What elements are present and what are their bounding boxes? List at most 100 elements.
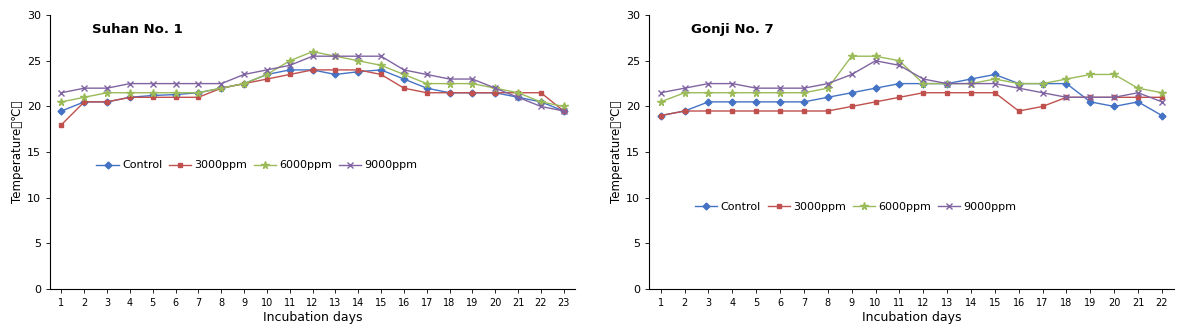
Y-axis label: Temperature（℃）: Temperature（℃） <box>11 101 24 203</box>
Control <box>988 72 1003 76</box>
6000ppm <box>351 59 365 63</box>
6000ppm <box>1059 77 1074 81</box>
Control <box>869 86 883 90</box>
Control <box>191 91 205 95</box>
Control <box>306 68 320 72</box>
Control <box>796 100 811 104</box>
9000ppm <box>306 54 320 58</box>
9000ppm <box>419 72 434 76</box>
3000ppm <box>306 68 320 72</box>
6000ppm <box>511 91 525 95</box>
6000ppm <box>374 63 389 67</box>
9000ppm <box>963 82 978 86</box>
6000ppm <box>146 91 160 95</box>
3000ppm <box>146 95 160 99</box>
3000ppm <box>1107 95 1121 99</box>
Text: Gonji No. 7: Gonji No. 7 <box>691 23 774 36</box>
9000ppm <box>1059 95 1074 99</box>
9000ppm <box>123 82 137 86</box>
6000ppm <box>442 82 456 86</box>
9000ppm <box>533 105 547 109</box>
6000ppm <box>821 86 835 90</box>
Control <box>168 92 182 96</box>
3000ppm <box>168 95 182 99</box>
Control <box>419 86 434 90</box>
Control <box>940 82 954 86</box>
Control <box>1036 82 1050 86</box>
3000ppm <box>725 109 739 113</box>
6000ppm <box>488 86 502 90</box>
6000ppm <box>869 54 883 58</box>
3000ppm <box>466 91 480 95</box>
9000ppm <box>100 86 114 90</box>
6000ppm <box>678 91 692 95</box>
Control <box>1155 114 1170 118</box>
3000ppm <box>654 114 668 118</box>
6000ppm <box>749 91 763 95</box>
Line: 3000ppm: 3000ppm <box>59 67 566 127</box>
3000ppm <box>511 91 525 95</box>
Control <box>214 86 229 90</box>
3000ppm <box>845 105 859 109</box>
9000ppm <box>845 72 859 76</box>
6000ppm <box>77 95 91 99</box>
3000ppm <box>1155 95 1170 99</box>
Control <box>146 93 160 97</box>
Line: Control: Control <box>59 67 566 114</box>
Control <box>1059 82 1074 86</box>
6000ppm <box>845 54 859 58</box>
6000ppm <box>988 77 1003 81</box>
Control <box>773 100 787 104</box>
Control <box>77 100 91 104</box>
3000ppm <box>260 77 274 81</box>
6000ppm <box>725 91 739 95</box>
9000ppm <box>654 91 668 95</box>
Control <box>351 70 365 74</box>
3000ppm <box>702 109 716 113</box>
3000ppm <box>749 109 763 113</box>
9000ppm <box>237 72 251 76</box>
Control <box>916 82 930 86</box>
3000ppm <box>963 91 978 95</box>
9000ppm <box>1012 86 1026 90</box>
Control <box>963 77 978 81</box>
9000ppm <box>488 86 502 90</box>
9000ppm <box>869 59 883 63</box>
Control <box>397 77 411 81</box>
Control <box>260 72 274 76</box>
Y-axis label: Temperature［℃］: Temperature［℃］ <box>610 101 623 203</box>
6000ppm <box>916 82 930 86</box>
Control <box>654 114 668 118</box>
3000ppm <box>1012 109 1026 113</box>
3000ppm <box>773 109 787 113</box>
9000ppm <box>1107 95 1121 99</box>
6000ppm <box>796 91 811 95</box>
3000ppm <box>533 91 547 95</box>
6000ppm <box>963 82 978 86</box>
9000ppm <box>77 86 91 90</box>
3000ppm <box>1059 95 1074 99</box>
9000ppm <box>916 77 930 81</box>
9000ppm <box>191 82 205 86</box>
3000ppm <box>796 109 811 113</box>
9000ppm <box>796 86 811 90</box>
9000ppm <box>1155 100 1170 104</box>
6000ppm <box>654 100 668 104</box>
6000ppm <box>214 86 229 90</box>
6000ppm <box>892 59 907 63</box>
6000ppm <box>328 54 342 58</box>
Line: 6000ppm: 6000ppm <box>656 52 1166 106</box>
6000ppm <box>306 50 320 54</box>
9000ppm <box>168 82 182 86</box>
Control <box>488 91 502 95</box>
6000ppm <box>1130 86 1145 90</box>
6000ppm <box>55 100 69 104</box>
3000ppm <box>821 109 835 113</box>
Line: 9000ppm: 9000ppm <box>59 53 566 114</box>
9000ppm <box>821 82 835 86</box>
6000ppm <box>191 91 205 95</box>
Control <box>55 109 69 113</box>
Control <box>283 68 297 72</box>
6000ppm <box>419 82 434 86</box>
9000ppm <box>55 91 69 95</box>
